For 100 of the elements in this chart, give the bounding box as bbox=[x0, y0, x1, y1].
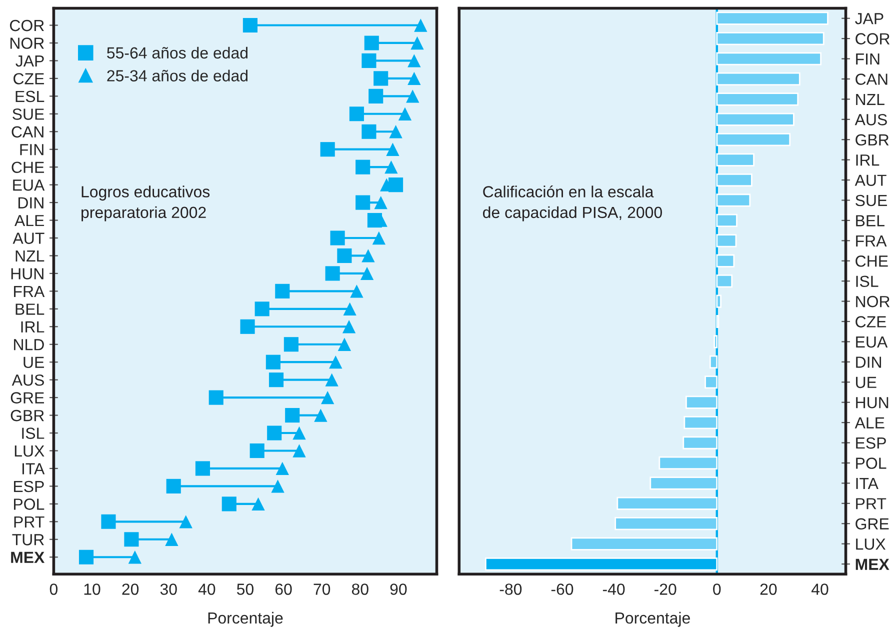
point bbox=[342, 320, 356, 334]
bar bbox=[716, 92, 799, 106]
bar bbox=[614, 517, 718, 530]
point bbox=[368, 88, 384, 104]
bar bbox=[716, 173, 752, 187]
point bbox=[372, 231, 386, 245]
point bbox=[362, 249, 375, 262]
y-tick-label: BEL bbox=[16, 304, 44, 315]
point bbox=[195, 461, 210, 476]
y-tick-label: LUX bbox=[14, 446, 44, 457]
y-tick-label: CHE bbox=[12, 162, 44, 174]
y-tick-label: CHE bbox=[856, 256, 888, 267]
y-tick-label: NZL bbox=[856, 94, 884, 105]
y-tick-label: JAP bbox=[16, 56, 44, 67]
x-tick-label: 50 bbox=[236, 584, 254, 595]
point bbox=[338, 338, 352, 351]
y-tick-label: PRT bbox=[856, 498, 886, 510]
x-tick-label: -40 bbox=[602, 584, 625, 595]
y-tick-label: CAN bbox=[856, 74, 888, 85]
point bbox=[128, 550, 142, 564]
x-tick-label: 40 bbox=[811, 584, 828, 595]
y-tick-label: MEX bbox=[11, 552, 45, 563]
x-axis-title: Porcentaje bbox=[208, 612, 283, 627]
y-tick-label: ESP bbox=[856, 437, 886, 449]
y-tick-label: NOR bbox=[10, 38, 44, 49]
bar bbox=[616, 496, 718, 510]
bar bbox=[716, 194, 751, 207]
y-tick-label: COR bbox=[10, 20, 44, 32]
y-tick-label: HUN bbox=[11, 268, 44, 280]
point bbox=[364, 36, 379, 50]
point bbox=[349, 106, 364, 122]
y-tick-label: PRT bbox=[14, 516, 44, 528]
point bbox=[292, 444, 306, 458]
point bbox=[242, 18, 258, 33]
y-tick-label: ESP bbox=[14, 480, 44, 492]
point bbox=[275, 284, 290, 298]
y-tick-label: GRE bbox=[856, 518, 889, 530]
point bbox=[101, 514, 116, 529]
y-tick-label: NOR bbox=[856, 296, 890, 308]
bar bbox=[716, 234, 737, 248]
x-tick-label: 90 bbox=[390, 584, 407, 595]
y-tick-label: COR bbox=[856, 33, 890, 44]
x-tick-label: 80 bbox=[352, 584, 368, 595]
y-tick-label: ESL bbox=[16, 90, 44, 102]
bar bbox=[716, 52, 822, 66]
y-tick-label: NLD bbox=[14, 339, 44, 350]
point bbox=[250, 443, 264, 458]
point bbox=[374, 71, 388, 86]
x-tick-label: -80 bbox=[500, 584, 522, 595]
x-tick-label: 70 bbox=[314, 584, 330, 595]
point bbox=[386, 142, 400, 156]
point bbox=[325, 266, 340, 281]
bar bbox=[682, 436, 718, 450]
point bbox=[337, 248, 352, 264]
y-tick-label: UE bbox=[856, 376, 876, 388]
point bbox=[285, 408, 300, 423]
point bbox=[179, 515, 192, 528]
bar bbox=[716, 274, 733, 288]
bar bbox=[716, 214, 738, 227]
legend-label: 25-34 años de edad bbox=[107, 70, 248, 82]
y-tick-label: IRL bbox=[21, 321, 44, 332]
y-tick-label: TUR bbox=[12, 534, 44, 546]
y-tick-label: BEL bbox=[856, 215, 884, 226]
y-tick-label: AUS bbox=[12, 374, 44, 386]
point bbox=[406, 90, 420, 103]
y-tick-label: ALE bbox=[14, 215, 44, 226]
legend-label: 55-64 años de edad bbox=[107, 46, 248, 59]
point bbox=[124, 532, 139, 547]
bar bbox=[650, 476, 718, 490]
bar bbox=[716, 12, 828, 25]
point bbox=[343, 302, 356, 316]
bar bbox=[716, 133, 791, 146]
y-tick-label: HUN bbox=[856, 397, 888, 408]
point bbox=[276, 462, 289, 476]
point bbox=[222, 496, 236, 512]
x-tick-label: 10 bbox=[84, 584, 100, 595]
point bbox=[252, 497, 265, 511]
annotation: Calificación en la escala de capacidad PISA, 2000 bbox=[483, 185, 662, 222]
y-tick-label: MEX bbox=[856, 558, 890, 570]
y-tick-label: LUX bbox=[856, 538, 886, 550]
y-tick-label: ITA bbox=[22, 463, 45, 474]
point bbox=[267, 426, 282, 440]
y-tick-label: ALE bbox=[854, 417, 884, 428]
x-axis-title: Porcentaje bbox=[616, 612, 690, 627]
point bbox=[240, 319, 255, 334]
y-tick-label: AUS bbox=[854, 114, 887, 126]
point bbox=[360, 266, 374, 280]
y-tick-label: FIN bbox=[856, 54, 880, 65]
x-tick-label: 0 bbox=[50, 584, 58, 595]
point bbox=[78, 550, 94, 564]
point bbox=[356, 160, 370, 174]
y-tick-label: POL bbox=[856, 458, 886, 469]
x-tick-label: 20 bbox=[122, 584, 139, 595]
bar bbox=[704, 376, 718, 389]
point bbox=[320, 142, 335, 157]
y-tick-label: CZE bbox=[856, 316, 886, 328]
y-tick-label: IRL bbox=[856, 154, 880, 166]
y-tick-label: FRA bbox=[14, 286, 45, 297]
y-tick-label: FRA bbox=[856, 235, 887, 246]
y-tick-label: ISL bbox=[856, 276, 878, 288]
